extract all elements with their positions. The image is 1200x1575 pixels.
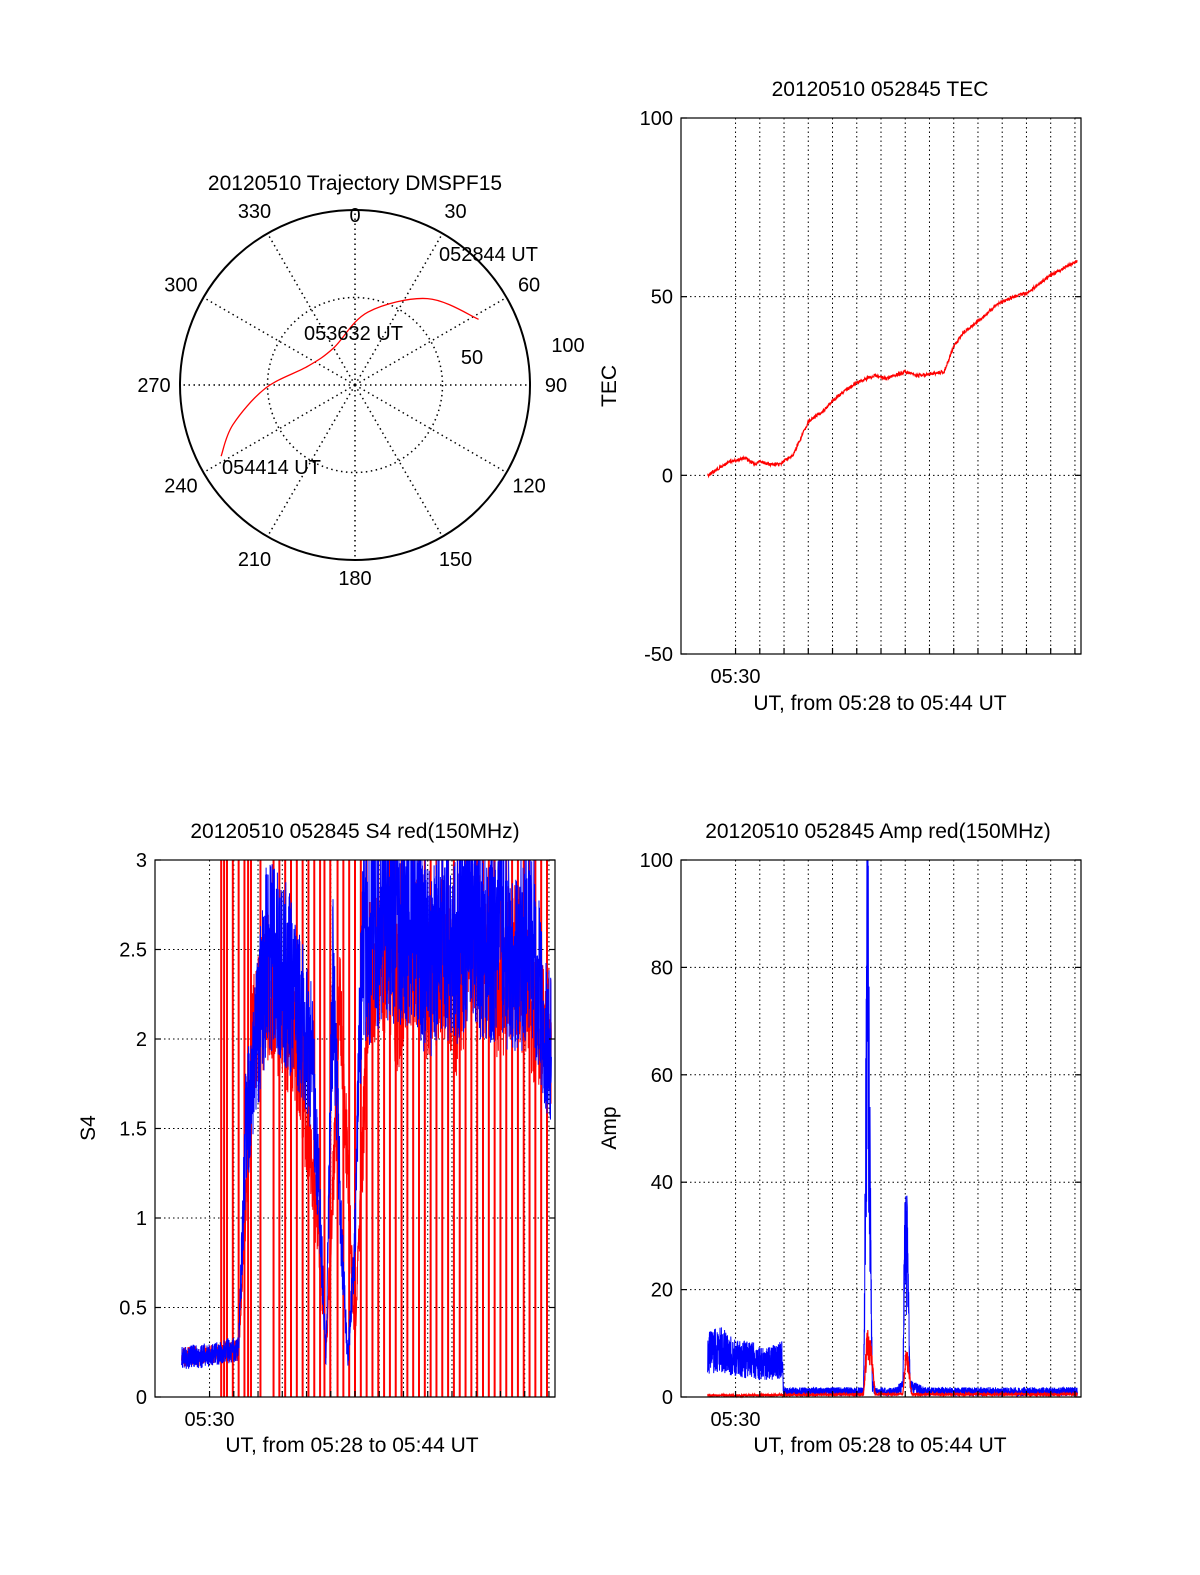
polar-spoke (266, 233, 356, 386)
y-tick-label: 3 (136, 850, 147, 872)
polar-spoke (354, 233, 444, 386)
y-tick-label: 0 (662, 1387, 673, 1409)
x-tick-label: 05:30 (711, 666, 761, 688)
amp-y-ticks: 0 20 40 60 80 100 (640, 850, 1081, 1409)
y-tick-label: 0 (136, 1387, 147, 1409)
y-tick-label: 0.5 (119, 1298, 147, 1320)
y-tick-label: 2 (136, 1029, 147, 1051)
polar-outer-circle (179, 209, 531, 561)
s4-y-axis-label: S4 (77, 1115, 100, 1141)
polar-azimuth-label: 270 (137, 375, 170, 397)
y-tick-label: 50 (651, 287, 673, 309)
x-tick-label: 05:30 (711, 1409, 761, 1431)
polar-spoke (203, 296, 356, 386)
s4-blue-line (181, 859, 552, 1369)
polar-azimuth-label: 120 (512, 476, 545, 498)
y-tick-label: 100 (640, 108, 673, 130)
amp-y-axis-label: Amp (598, 1106, 621, 1149)
y-tick-label: 80 (651, 957, 673, 979)
tec-y-axis-label: TEC (598, 365, 621, 407)
polar-spoke (354, 384, 507, 474)
polar-azimuth-label: 150 (439, 549, 472, 571)
polar-spoke (266, 384, 356, 537)
polar-panel: 20120510 Trajectory DMSPF15 0 30 60 90 120 15… (137, 172, 584, 590)
y-tick-label: 2.5 (119, 940, 147, 962)
amp-series (707, 859, 1078, 1399)
y-tick-label: 1.5 (119, 1119, 147, 1141)
polar-azimuth-label: 180 (338, 568, 371, 590)
y-tick-label: 60 (651, 1065, 673, 1087)
tec-line (707, 259, 1078, 479)
y-tick-label: -50 (644, 644, 673, 666)
y-tick-label: 40 (651, 1172, 673, 1194)
polar-spoke (203, 384, 356, 474)
amp-x-ticks: 05:30 (711, 1391, 1076, 1431)
s4-title: 20120510 052845 S4 red(150MHz) (190, 820, 519, 843)
polar-grid-circle (266, 296, 444, 474)
polar-azimuth-label: 0 (349, 205, 360, 227)
polar-radius-label-100: 100 (551, 335, 584, 357)
trajectory-line (220, 297, 479, 457)
y-tick-label: 100 (640, 850, 673, 872)
amp-red-line (707, 1329, 1078, 1399)
polar-spoke (354, 384, 444, 537)
polar-azimuth-label: 330 (238, 201, 271, 223)
amp-blue-line (707, 859, 1078, 1398)
tec-grid (681, 118, 1081, 654)
s4-y-ticks: 0 0.5 1 1.5 2 2.5 3 (119, 850, 555, 1409)
amp-frame (680, 859, 1082, 1398)
trajectory-mid-label: 053632 UT (304, 323, 403, 345)
tec-x-axis-label: UT, from 05:28 to 05:44 UT (753, 692, 1006, 715)
y-tick-label: 20 (651, 1280, 673, 1302)
amp-title: 20120510 052845 Amp red(150MHz) (705, 820, 1051, 843)
tec-y-ticks: -50 0 50 100 (640, 108, 1081, 666)
polar-azimuth-label: 300 (164, 275, 197, 297)
polar-azimuth-label: 60 (518, 275, 540, 297)
amp-grid (681, 860, 1081, 1397)
x-tick-label: 05:30 (185, 1409, 235, 1431)
y-tick-label: 1 (136, 1208, 147, 1230)
s4-x-ticks: 05:30 (185, 1391, 550, 1431)
tec-title: 20120510 052845 TEC (772, 78, 989, 101)
polar-azimuth-label: 90 (545, 375, 567, 397)
polar-azimuth-label: 210 (238, 549, 271, 571)
tec-x-ticks: 05:30 (711, 648, 1076, 688)
tec-series (707, 259, 1078, 479)
polar-spoke (354, 296, 507, 386)
s4-series (181, 859, 552, 1397)
polar-title: 20120510 Trajectory DMSPF15 (208, 172, 502, 195)
trajectory-end-label: 054414 UT (222, 457, 321, 479)
polar-azimuth-labels: 0 30 60 90 120 150 180 210 240 270 300 330 (137, 201, 567, 590)
tec-panel: 20120510 052845 TEC -50 0 50 100 05:30 UT, … (598, 78, 1082, 715)
polar-azimuth-label: 240 (164, 476, 197, 498)
amp-panel: 20120510 052845 Amp red(150MHz) 0 20 40 60 8… (598, 820, 1082, 1457)
s4-x-axis-label: UT, from 05:28 to 05:44 UT (225, 1434, 478, 1457)
trajectory-start-label: 052844 UT (439, 244, 538, 266)
polar-azimuth-label: 30 (444, 201, 466, 223)
polar-grid (180, 210, 530, 560)
polar-radius-label-50: 50 (461, 347, 483, 369)
y-tick-label: 0 (662, 465, 673, 487)
amp-x-axis-label: UT, from 05:28 to 05:44 UT (753, 1434, 1006, 1457)
s4-panel: 20120510 052845 S4 red(150MHz) 0 0.5 1 1.5 2… (77, 820, 556, 1457)
